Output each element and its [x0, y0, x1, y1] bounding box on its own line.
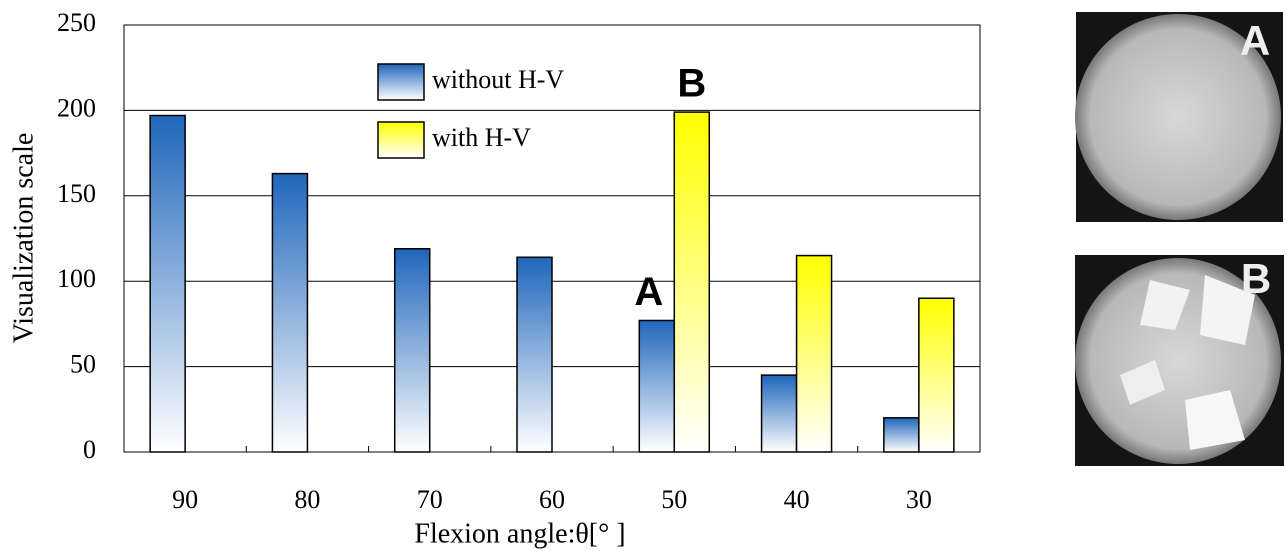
bar: [760, 374, 798, 453]
x-tick-label: 70: [417, 485, 443, 514]
legend-label: with H-V: [432, 123, 531, 152]
x-tick-label: 30: [906, 485, 932, 514]
bar: [795, 254, 833, 453]
photo: B: [1075, 255, 1284, 466]
x-tick-label: 90: [172, 485, 198, 514]
photo-label: A: [1240, 17, 1270, 64]
bar: [149, 114, 186, 453]
annotation: A: [634, 270, 663, 314]
x-tick-label: 50: [661, 485, 687, 514]
legend-swatch: [377, 121, 425, 159]
legend-label: without H-V: [432, 65, 564, 94]
y-tick-label: 100: [57, 264, 96, 293]
y-tick-label: 200: [57, 93, 96, 122]
x-tick-label: 80: [294, 485, 320, 514]
x-tick-label: 60: [539, 485, 565, 514]
photo: A: [1075, 12, 1283, 222]
bar: [271, 172, 309, 453]
y-tick-label: 250: [57, 8, 96, 37]
bar: [918, 297, 955, 453]
bar: [516, 256, 553, 453]
x-tick-label: 40: [784, 485, 810, 514]
legend-swatch: [377, 63, 425, 101]
y-axis-label: Visualization scale: [8, 133, 39, 344]
y-tick-label: 150: [57, 179, 96, 208]
bar: [673, 111, 711, 453]
y-tick-label: 50: [70, 350, 96, 379]
bar: [638, 319, 676, 453]
photo-label: B: [1241, 255, 1271, 302]
annotation: B: [677, 62, 706, 106]
y-tick-label: 0: [83, 435, 96, 464]
bar: [883, 417, 920, 453]
x-axis-label: Flexion angle:θ[° ]: [414, 518, 625, 549]
bar: [393, 247, 431, 453]
